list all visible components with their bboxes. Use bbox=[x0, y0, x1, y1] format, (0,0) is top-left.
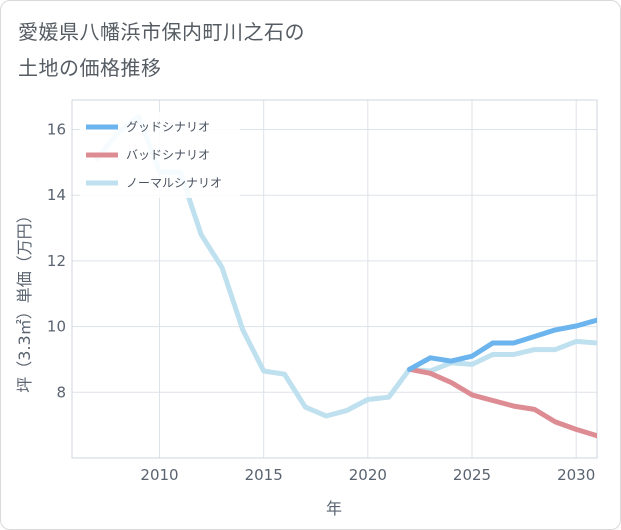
y-tick-label: 16 bbox=[47, 121, 66, 139]
y-axis-label: 坪（3.3㎡）単価（万円） bbox=[15, 207, 34, 392]
plot-area bbox=[71, 99, 598, 459]
legend-label: グッドシナリオ bbox=[126, 120, 210, 134]
grid-lines bbox=[72, 100, 597, 458]
y-tick-label: 10 bbox=[47, 318, 66, 336]
series-line-0 bbox=[407, 317, 597, 372]
x-axis-label: 年 bbox=[326, 499, 342, 518]
y-tick-label: 12 bbox=[47, 252, 66, 270]
y-tick-label: 8 bbox=[56, 383, 66, 401]
chart-title: 愛媛県八幡浜市保内町川之石の 土地の価格推移 bbox=[18, 14, 418, 86]
x-tick-label: 2010 bbox=[140, 466, 178, 484]
y-tick-label: 14 bbox=[47, 186, 66, 204]
chart-title-line2: 土地の価格推移 bbox=[18, 56, 162, 80]
x-tick-label: 2025 bbox=[453, 466, 491, 484]
x-tick-label: 2015 bbox=[245, 466, 283, 484]
x-tick-labels: 2010 2015 2020 2025 2030 bbox=[140, 466, 595, 484]
series-line-1 bbox=[407, 366, 597, 439]
x-tick-label: 2020 bbox=[349, 466, 387, 484]
x-tick-label: 2030 bbox=[557, 466, 595, 484]
chart-title-line1: 愛媛県八幡浜市保内町川之石の bbox=[18, 20, 305, 44]
legend-label: ノーマルシナリオ bbox=[126, 176, 222, 190]
y-tick-labels: 8 10 12 14 16 bbox=[47, 121, 66, 402]
legend-label: バッドシナリオ bbox=[126, 148, 210, 162]
